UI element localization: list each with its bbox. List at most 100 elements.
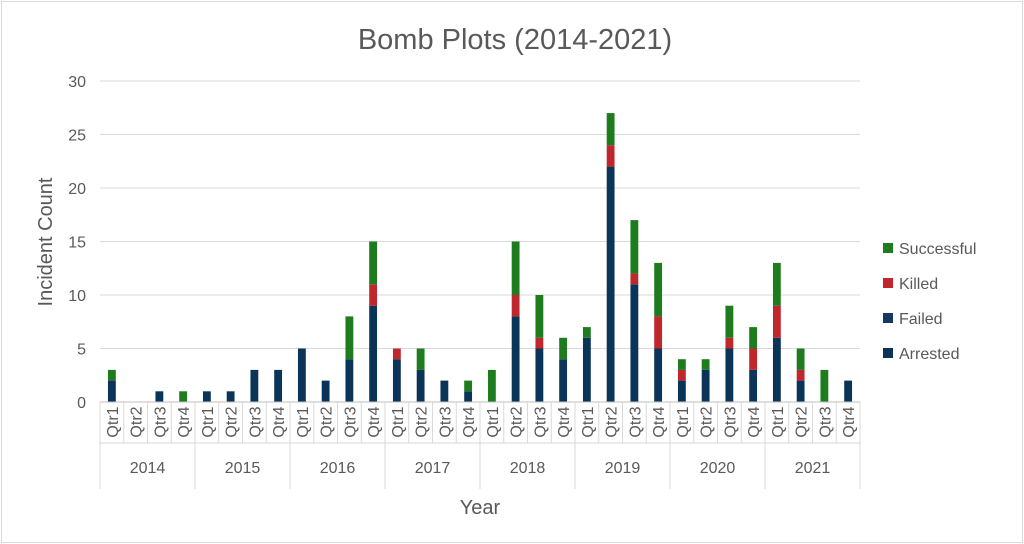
bar-segment-successful (796, 348, 805, 370)
bar-segment-arrested (464, 391, 473, 402)
x-tick-label: Qtr3 (532, 406, 549, 437)
bar-segment-arrested (107, 380, 116, 402)
year-group-label: 2021 (795, 460, 831, 477)
x-tick-label: Qtr2 (319, 406, 336, 437)
bar-segment-arrested (440, 380, 449, 402)
bar-segment-successful (582, 327, 591, 338)
bar-segment-arrested (369, 305, 378, 402)
year-group-label: 2018 (510, 460, 546, 477)
legend-label-failed: Failed (899, 311, 943, 328)
x-tick-label: Qtr4 (271, 406, 288, 437)
bar-segment-successful (725, 305, 734, 338)
x-tick-label: Qtr3 (817, 406, 834, 437)
bar-segment-arrested (155, 391, 164, 402)
bar-segment-arrested (725, 348, 734, 402)
bar-segment-successful (630, 220, 639, 274)
bar-segment-successful (416, 348, 425, 370)
bar-segment-arrested (749, 369, 758, 402)
bar-segment-arrested (535, 348, 544, 402)
bar-segment-arrested (274, 369, 283, 402)
year-group-label: 2017 (415, 460, 451, 477)
bar-segment-arrested (321, 380, 330, 402)
legend-swatch-killed (883, 278, 893, 288)
bar-segment-killed (796, 369, 805, 381)
bar-segment-killed (392, 348, 401, 360)
year-group-label: 2016 (320, 460, 356, 477)
x-tick-label: Qtr4 (176, 406, 193, 437)
bar-segment-arrested (416, 369, 425, 402)
x-tick-label: Qtr4 (651, 406, 668, 437)
x-tick-label: Qtr1 (105, 406, 122, 437)
x-tick-label: Qtr1 (295, 406, 312, 437)
legend-label-killed: Killed (899, 276, 938, 293)
bar-segment-arrested (606, 166, 615, 402)
bar-segment-arrested (559, 359, 568, 402)
bar-segment-arrested (511, 316, 520, 402)
bars (107, 113, 853, 402)
x-tick-label: Qtr2 (129, 406, 146, 437)
x-tick-label: Qtr1 (580, 406, 597, 437)
axes (99, 401, 861, 489)
x-tick-label: Qtr3 (437, 406, 454, 437)
chart-title: Bomb Plots (2014-2021) (358, 24, 672, 56)
x-tick-label: Qtr3 (627, 406, 644, 437)
year-group-label: 2020 (700, 460, 736, 477)
y-tick-labels: 0 5 10 15 20 25 30 (68, 74, 86, 412)
y-tick-label: 25 (68, 128, 86, 145)
bar-segment-arrested (297, 348, 306, 402)
bar-segment-successful (820, 369, 829, 402)
bar-segment-arrested (582, 337, 591, 402)
x-tick-label: Qtr3 (342, 406, 359, 437)
bar-segment-arrested (250, 369, 259, 402)
x-tick-label: Qtr1 (770, 406, 787, 437)
y-tick-label: 5 (77, 342, 86, 359)
bar-segment-arrested (226, 391, 235, 402)
bar-segment-killed (677, 369, 686, 381)
bar-segment-killed (369, 284, 378, 306)
bar-segment-arrested (844, 380, 853, 402)
year-group-label: 2014 (130, 460, 166, 477)
bar-segment-successful (606, 113, 615, 146)
x-tick-label: Qtr2 (414, 406, 431, 437)
y-tick-label: 30 (68, 74, 86, 91)
year-group-label: 2019 (605, 460, 641, 477)
x-tick-label: Qtr3 (722, 406, 739, 437)
x-tick-label: Qtr4 (556, 406, 573, 437)
legend-swatch-failed (883, 313, 893, 323)
x-tick-label: Qtr4 (461, 406, 478, 437)
legend-swatch-successful (883, 243, 893, 253)
bar-segment-successful (511, 241, 520, 295)
legend-swatch-arrested (883, 348, 893, 358)
x-tick-label: Qtr2 (604, 406, 621, 437)
x-tick-label: Qtr2 (509, 406, 526, 437)
bar-segment-killed (725, 337, 734, 349)
x-tick-label: Qtr4 (366, 406, 383, 437)
x-tick-label: Qtr2 (224, 406, 241, 437)
bar-segment-successful (179, 391, 188, 402)
y-axis-label: Incident Count (35, 177, 57, 306)
year-group-label: 2015 (225, 460, 261, 477)
bar-segment-arrested (796, 380, 805, 402)
y-tick-label: 0 (77, 395, 86, 412)
bar-segment-successful (487, 369, 496, 402)
bar-segment-successful (701, 359, 710, 370)
bar-segment-killed (630, 273, 639, 285)
bar-segment-successful (677, 359, 686, 370)
x-tick-label: Qtr1 (485, 406, 502, 437)
legend-label-successful: Successful (899, 241, 976, 258)
x-tick-label: Qtr1 (390, 406, 407, 437)
bar-segment-successful (107, 369, 116, 381)
x-tick-label: Qtr3 (152, 406, 169, 437)
x-tick-label: Qtr4 (841, 406, 858, 437)
x-tick-label: Qtr2 (699, 406, 716, 437)
bar-segment-successful (535, 295, 544, 338)
bar-segment-successful (345, 316, 354, 360)
bar-segment-arrested (202, 391, 211, 402)
bar-segment-arrested (345, 359, 354, 402)
x-tick-labels: Qtr1 Qtr2 Qtr3 Qtr4 Qtr1 Qtr2 Qtr3 Qtr4 Qtr1 Qtr2… (105, 406, 858, 477)
bar-segment-killed (535, 337, 544, 349)
bar-segment-killed (606, 145, 615, 167)
bar-segment-arrested (630, 284, 639, 402)
x-tick-label: Qtr2 (794, 406, 811, 437)
